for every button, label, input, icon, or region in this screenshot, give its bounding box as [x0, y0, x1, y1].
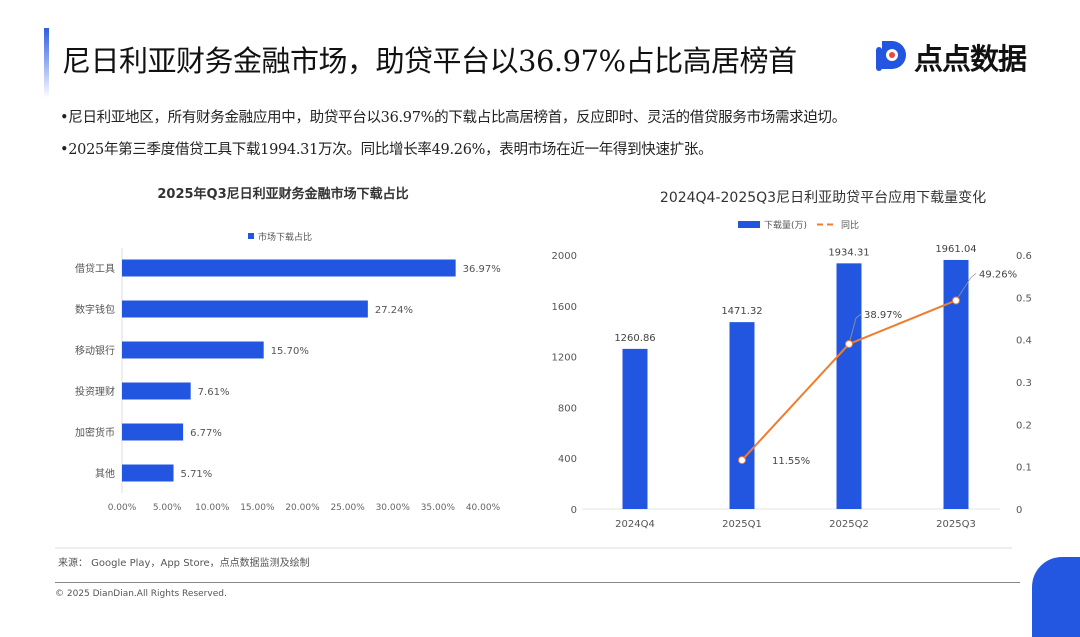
- source-note: 来源： Google Play，App Store，点点数据监测及绘制: [58, 558, 310, 569]
- data-label: 49.26%: [979, 269, 1017, 280]
- data-label: 5.71%: [181, 469, 213, 480]
- left-y-tick-label: 2000: [552, 251, 577, 262]
- brand-logo: 点点数据: [876, 36, 1027, 78]
- category-label: 移动银行: [75, 344, 115, 357]
- bar: [122, 259, 456, 277]
- x-tick-label: 30.00%: [376, 503, 411, 513]
- bar: [836, 263, 862, 509]
- left-y-tick-label: 800: [558, 403, 577, 414]
- bar: [122, 423, 184, 441]
- legend-label: 市场下载占比: [258, 231, 312, 243]
- bullet-text: •2025年第三季度借贷工具下载1994.31万次。同比增长率49.26%，表明…: [60, 142, 713, 158]
- data-label: 15.70%: [271, 346, 309, 357]
- line-point: [952, 296, 960, 305]
- right-y-tick-label: 0: [1016, 505, 1022, 516]
- x-tick-label: 15.00%: [240, 503, 275, 513]
- bar: [729, 322, 755, 509]
- x-tick-label: 0.00%: [108, 503, 137, 513]
- left-y-tick-label: 1200: [552, 353, 577, 364]
- divider: [55, 547, 1012, 549]
- data-label: 1934.31: [828, 247, 869, 258]
- category-label: 加密货币: [75, 426, 115, 439]
- leader-line: [955, 273, 977, 301]
- divider: [55, 582, 1020, 583]
- x-tick-label: 10.00%: [195, 503, 230, 513]
- title-accent-bar: [44, 28, 49, 98]
- bullet-text: •尼日利亚地区，所有财务金融应用中，助贷平台以36.97%的下载占比高居榜首，反…: [60, 110, 846, 126]
- bar: [122, 341, 264, 359]
- bar: [122, 464, 174, 482]
- logo-text: 点点数据: [914, 42, 1027, 76]
- line-point: [738, 456, 746, 465]
- data-label: 1961.04: [935, 244, 976, 255]
- data-label: 7.61%: [198, 387, 230, 398]
- right-y-tick-label: 0.6: [1016, 251, 1032, 262]
- data-label: 27.24%: [375, 305, 413, 316]
- left-y-tick-label: 400: [558, 454, 577, 465]
- category-label: 借贷工具: [75, 262, 115, 275]
- category-label: 投资理财: [75, 385, 115, 398]
- bar: [122, 300, 368, 318]
- right-y-tick-label: 0.5: [1016, 293, 1032, 304]
- left-y-tick-label: 0: [571, 505, 577, 516]
- line-point: [845, 340, 853, 349]
- x-tick-label: 40.00%: [466, 503, 501, 513]
- bar: [622, 348, 648, 509]
- x-tick-label: 2024Q4: [615, 519, 655, 530]
- chart-title: 2024Q4-2025Q3尼日利亚助贷平台应用下载量变化: [660, 189, 986, 206]
- right-y-tick-label: 0.4: [1016, 336, 1032, 347]
- copyright: © 2025 DianDian.All Rights Reserved.: [55, 589, 227, 599]
- corner-decoration: [1032, 557, 1080, 637]
- bar: [122, 382, 191, 400]
- legend-label: 下载量(万): [764, 219, 807, 231]
- data-label: 38.97%: [864, 310, 902, 321]
- legend-swatch: [248, 233, 254, 239]
- x-tick-label: 2025Q1: [722, 519, 762, 530]
- data-label: 1471.32: [721, 306, 762, 317]
- x-tick-label: 2025Q3: [936, 519, 976, 530]
- page-title: 尼日利亚财务金融市场，助贷平台以36.97%占比高居榜首: [62, 44, 797, 78]
- right-y-tick-label: 0.1: [1016, 463, 1032, 474]
- data-label: 11.55%: [772, 456, 810, 467]
- x-tick-label: 2025Q2: [829, 519, 869, 530]
- data-label: 6.77%: [190, 428, 222, 439]
- data-label: 36.97%: [463, 264, 501, 275]
- x-tick-label: 25.00%: [330, 503, 365, 513]
- left-y-tick-label: 1600: [552, 302, 577, 313]
- category-label: 其他: [95, 467, 115, 480]
- leader-line: [848, 313, 862, 345]
- x-tick-label: 20.00%: [285, 503, 320, 513]
- logo-icon: [876, 41, 906, 71]
- x-tick-label: 35.00%: [421, 503, 456, 513]
- data-label: 1260.86: [614, 333, 655, 344]
- chart-title: 2025年Q3尼日利亚财务金融市场下载占比: [157, 186, 408, 202]
- right-y-tick-label: 0.3: [1016, 378, 1032, 389]
- category-label: 数字钱包: [75, 303, 115, 316]
- legend-label: 同比: [841, 219, 859, 231]
- x-tick-label: 5.00%: [153, 503, 182, 513]
- legend-swatch: [738, 221, 760, 228]
- right-y-tick-label: 0.2: [1016, 420, 1032, 431]
